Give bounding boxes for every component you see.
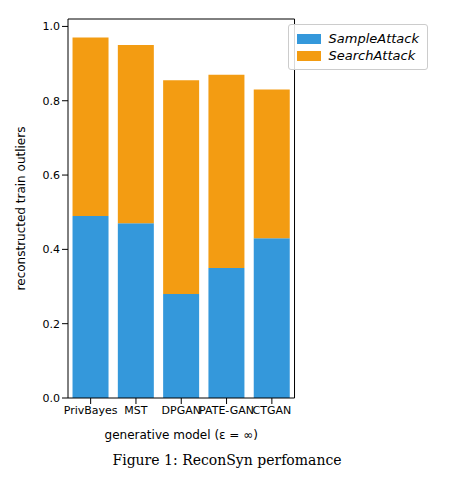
svg-text:0.8: 0.8 bbox=[43, 95, 61, 108]
svg-text:PATE-GAN: PATE-GAN bbox=[199, 404, 254, 417]
svg-text:reconstructed train outliers: reconstructed train outliers bbox=[14, 127, 28, 291]
svg-text:0.0: 0.0 bbox=[43, 392, 61, 405]
html-text:SearchAttack: SearchAttack bbox=[328, 48, 416, 63]
svg-text:PrivBayes: PrivBayes bbox=[64, 404, 118, 417]
html-text:Figure 1: ReconSyn perfomance: Figure 1: ReconSyn perfomance bbox=[112, 452, 342, 468]
svg-text:generative model (ε = ∞): generative model (ε = ∞) bbox=[105, 428, 258, 442]
html-text:SampleAttack: SampleAttack bbox=[328, 31, 419, 46]
svg-text:0.4: 0.4 bbox=[43, 243, 61, 256]
svg-text:1.0: 1.0 bbox=[43, 20, 61, 33]
svg-text:CTGAN: CTGAN bbox=[253, 404, 292, 417]
svg-text:0.6: 0.6 bbox=[43, 169, 61, 182]
svg-text:MST: MST bbox=[124, 404, 147, 417]
svg-text:DPGAN: DPGAN bbox=[162, 404, 201, 417]
svg-text:0.2: 0.2 bbox=[43, 318, 61, 331]
